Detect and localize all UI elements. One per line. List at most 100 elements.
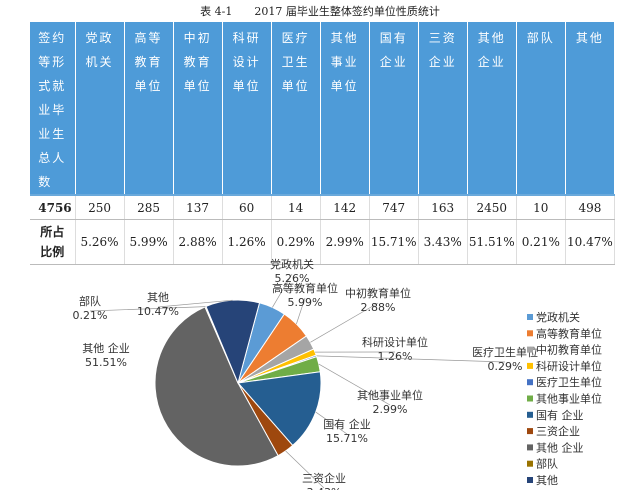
slice-value: 1.26% [378, 350, 413, 363]
legend-label: 科研设计单位 [536, 359, 602, 373]
header-row: 签约等形式就业毕业生总人数 党政机关 高等教育单位 中初教育单位 科研设计单位 医疗卫生单… [30, 22, 616, 195]
pie-slice [237, 371, 322, 447]
cell-text: 所占比例 [40, 225, 65, 259]
header-text: 签约等形式就业毕业生总人数 [38, 31, 67, 189]
cell: 498 [565, 194, 616, 220]
slice-label: 其他 企业 [82, 341, 130, 355]
row-head: 所占比例 [30, 219, 76, 265]
header-text: 其他事业单位 [330, 31, 359, 93]
cell: 5.99% [124, 219, 174, 265]
legend-label: 其他 企业 [536, 440, 584, 454]
header-cell: 部队 [516, 22, 566, 195]
cell: 1.26% [222, 219, 272, 265]
legend-swatch [527, 330, 533, 337]
header-cell: 科研设计单位 [222, 22, 272, 195]
header-text: 其他 [575, 31, 604, 45]
legend-swatch [527, 428, 533, 435]
legend-label: 部队 [536, 457, 558, 471]
cell: 2450 [467, 194, 517, 220]
header-text: 党政机关 [85, 31, 114, 69]
header-cell: 党政机关 [75, 22, 125, 195]
cell: 0.29% [271, 219, 321, 265]
slice-label: 医疗卫生单位 [472, 345, 538, 359]
table-row: 所占比例 5.26% 5.99% 2.88% 1.26% 0.29% 2.99% 15.71%… [30, 219, 616, 265]
legend-swatch [527, 314, 533, 320]
slice-value: 5.99% [288, 296, 323, 309]
leader-line [316, 355, 506, 363]
header-text: 国有企业 [379, 31, 408, 69]
slice-label: 部队 [79, 294, 101, 308]
header-text: 部队 [526, 31, 555, 45]
legend-swatch [527, 346, 533, 353]
header-text: 三资企业 [428, 31, 457, 69]
leader-line [157, 299, 233, 308]
cell: 163 [418, 194, 468, 220]
legend-label: 高等教育单位 [536, 326, 602, 340]
cell: 51.51% [467, 219, 517, 265]
leader-line [89, 306, 206, 312]
leader-line [272, 273, 293, 308]
legend-swatch [527, 411, 533, 418]
legend-label: 其他事业单位 [536, 392, 602, 406]
caption: 表 4-1 2017 届毕业生整体签约单位性质统计 [200, 5, 440, 18]
header-cell: 高等教育单位 [124, 22, 174, 195]
cell: 142 [320, 194, 370, 220]
table-row: 4756 250 285 137 60 14 142 747 163 2450 10 498 [30, 194, 616, 220]
slice-value: 51.51% [85, 356, 127, 369]
header-cell: 国有企业 [369, 22, 419, 195]
legend-label: 其他 [536, 474, 558, 487]
header-cell: 三资企业 [418, 22, 468, 195]
header-text: 科研设计单位 [232, 31, 261, 93]
slice-value: 2.88% [361, 301, 396, 314]
cell: 137 [173, 194, 223, 220]
header-text: 中初教育单位 [183, 31, 212, 93]
cell: 15.71% [369, 219, 419, 265]
cell: 0.21% [516, 219, 566, 265]
table: 签约等形式就业毕业生总人数 党政机关 高等教育单位 中初教育单位 科研设计单位 医疗卫生单… [30, 22, 616, 265]
header-cell: 医疗卫生单位 [271, 22, 321, 195]
legend-swatch [527, 379, 533, 386]
slice-label: 中初教育单位 [345, 286, 411, 300]
cell: 2.99% [320, 219, 370, 265]
legend-label: 中初教育单位 [536, 343, 602, 357]
legend-label: 三资企业 [536, 424, 580, 438]
slice-label: 党政机关 [270, 257, 314, 271]
cell: 5.26% [75, 219, 125, 265]
slice-value: 0.29% [488, 360, 523, 373]
header-cell: 其他事业单位 [320, 22, 370, 195]
legend-swatch [527, 444, 533, 451]
leader-line [318, 363, 391, 406]
slice-label: 其他事业单位 [357, 388, 423, 402]
cell: 14 [271, 194, 321, 220]
header-cell: 签约等形式就业毕业生总人数 [30, 22, 76, 195]
leader-line [315, 411, 348, 435]
slice-value: 5.26% [275, 272, 310, 285]
header-cell: 其他 [565, 22, 616, 195]
cell-text: 4756 [38, 200, 72, 215]
legend-swatch [527, 395, 533, 402]
row-head: 4756 [30, 194, 76, 220]
cell: 2.88% [173, 219, 223, 265]
cell: 3.43% [418, 219, 468, 265]
leader-line [296, 297, 306, 325]
cell: 10 [516, 194, 566, 220]
legend-label: 医疗卫生单位 [536, 375, 602, 389]
slice-value: 0.21% [73, 309, 108, 322]
legend-swatch [527, 477, 533, 483]
legend-label: 国有 企业 [536, 408, 584, 422]
header-cell: 中初教育单位 [173, 22, 223, 195]
slice-value: 3.43% [307, 486, 342, 490]
leader-line [285, 450, 325, 489]
cell: 250 [75, 194, 125, 220]
legend-swatch [527, 362, 533, 369]
slice-label: 其他 [147, 291, 169, 304]
header-text: 其他企业 [477, 31, 506, 69]
slice-label: 高等教育单位 [272, 281, 338, 295]
cell: 285 [124, 194, 174, 220]
slice-value: 2.99% [373, 403, 408, 416]
slice-label: 科研设计单位 [362, 335, 428, 349]
slice-value: 10.47% [137, 305, 179, 318]
header-text: 高等教育单位 [134, 31, 163, 93]
